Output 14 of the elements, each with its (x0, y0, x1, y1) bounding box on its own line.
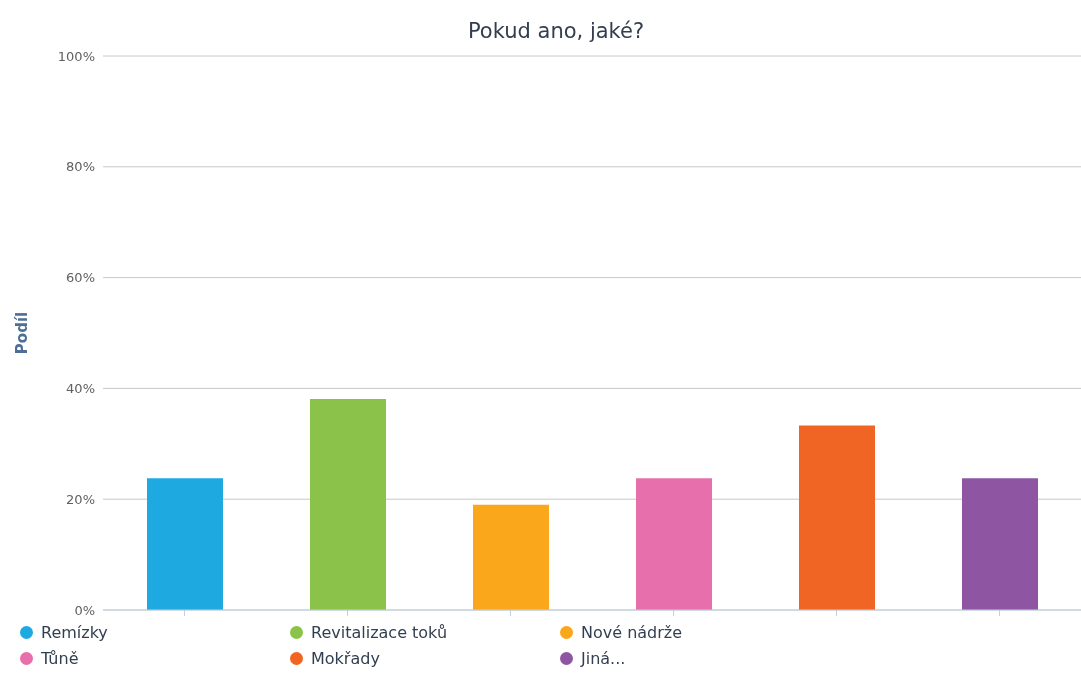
chart-title: Pokud ano, jaké? (467, 19, 645, 43)
y-tick-label: 100% (57, 48, 95, 64)
legend-label: Jiná... (581, 648, 626, 668)
y-tick-label: 40% (66, 381, 95, 397)
legend-label: Mokřady (311, 648, 380, 668)
y-tick-label: 20% (66, 491, 95, 507)
y-tick-label: 80% (66, 159, 95, 175)
legend-label: Nové nádrže (581, 622, 683, 642)
y-tick-label: 60% (66, 270, 95, 286)
legend-label: Tůně (41, 648, 79, 668)
legend-label: Revitalizace toků (311, 622, 448, 642)
y-tick-label: 0% (74, 602, 95, 618)
y-axis-title: Podíl (13, 311, 32, 355)
legend-label: Remízky (41, 622, 108, 642)
